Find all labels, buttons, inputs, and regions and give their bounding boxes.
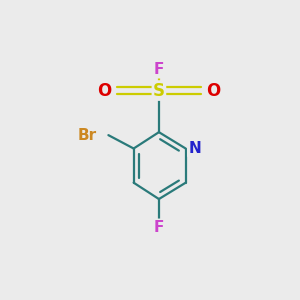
Text: N: N <box>188 141 201 156</box>
Text: F: F <box>154 62 164 77</box>
Text: O: O <box>206 82 221 100</box>
Text: F: F <box>154 220 164 235</box>
Text: S: S <box>153 82 165 100</box>
Text: O: O <box>97 82 111 100</box>
Text: Br: Br <box>77 128 97 142</box>
